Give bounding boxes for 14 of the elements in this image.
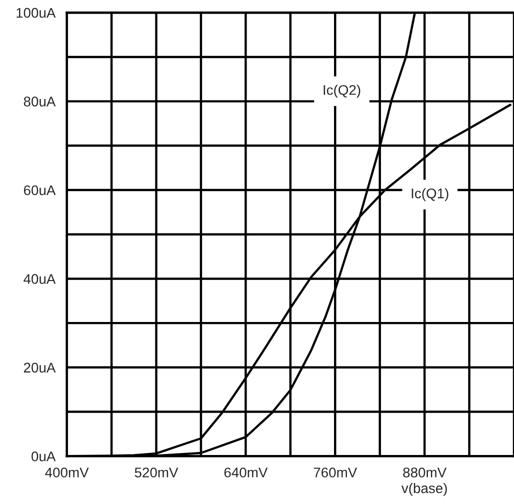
x-tick-label: 760mV [314,468,358,478]
y-tick-label: 100uA [16,8,56,18]
x-tick-label: 520mV [134,468,178,478]
x-tick-label: 880mV [403,468,447,478]
y-tick-label: 40uA [24,274,56,284]
x-tick-label: 640mV [224,468,268,478]
y-tick-label: 0uA [32,451,56,462]
x-axis-title: v(base) [401,482,447,496]
text: Ic(Q2) [324,84,360,98]
y-tick-label: 60uA [24,185,56,196]
y-tick-label: 80uA [24,96,56,106]
x-tick-label: 400mV [45,468,89,478]
series-label: Ic(Q1) [412,188,448,202]
y-tick-label: 20uA [24,362,56,373]
